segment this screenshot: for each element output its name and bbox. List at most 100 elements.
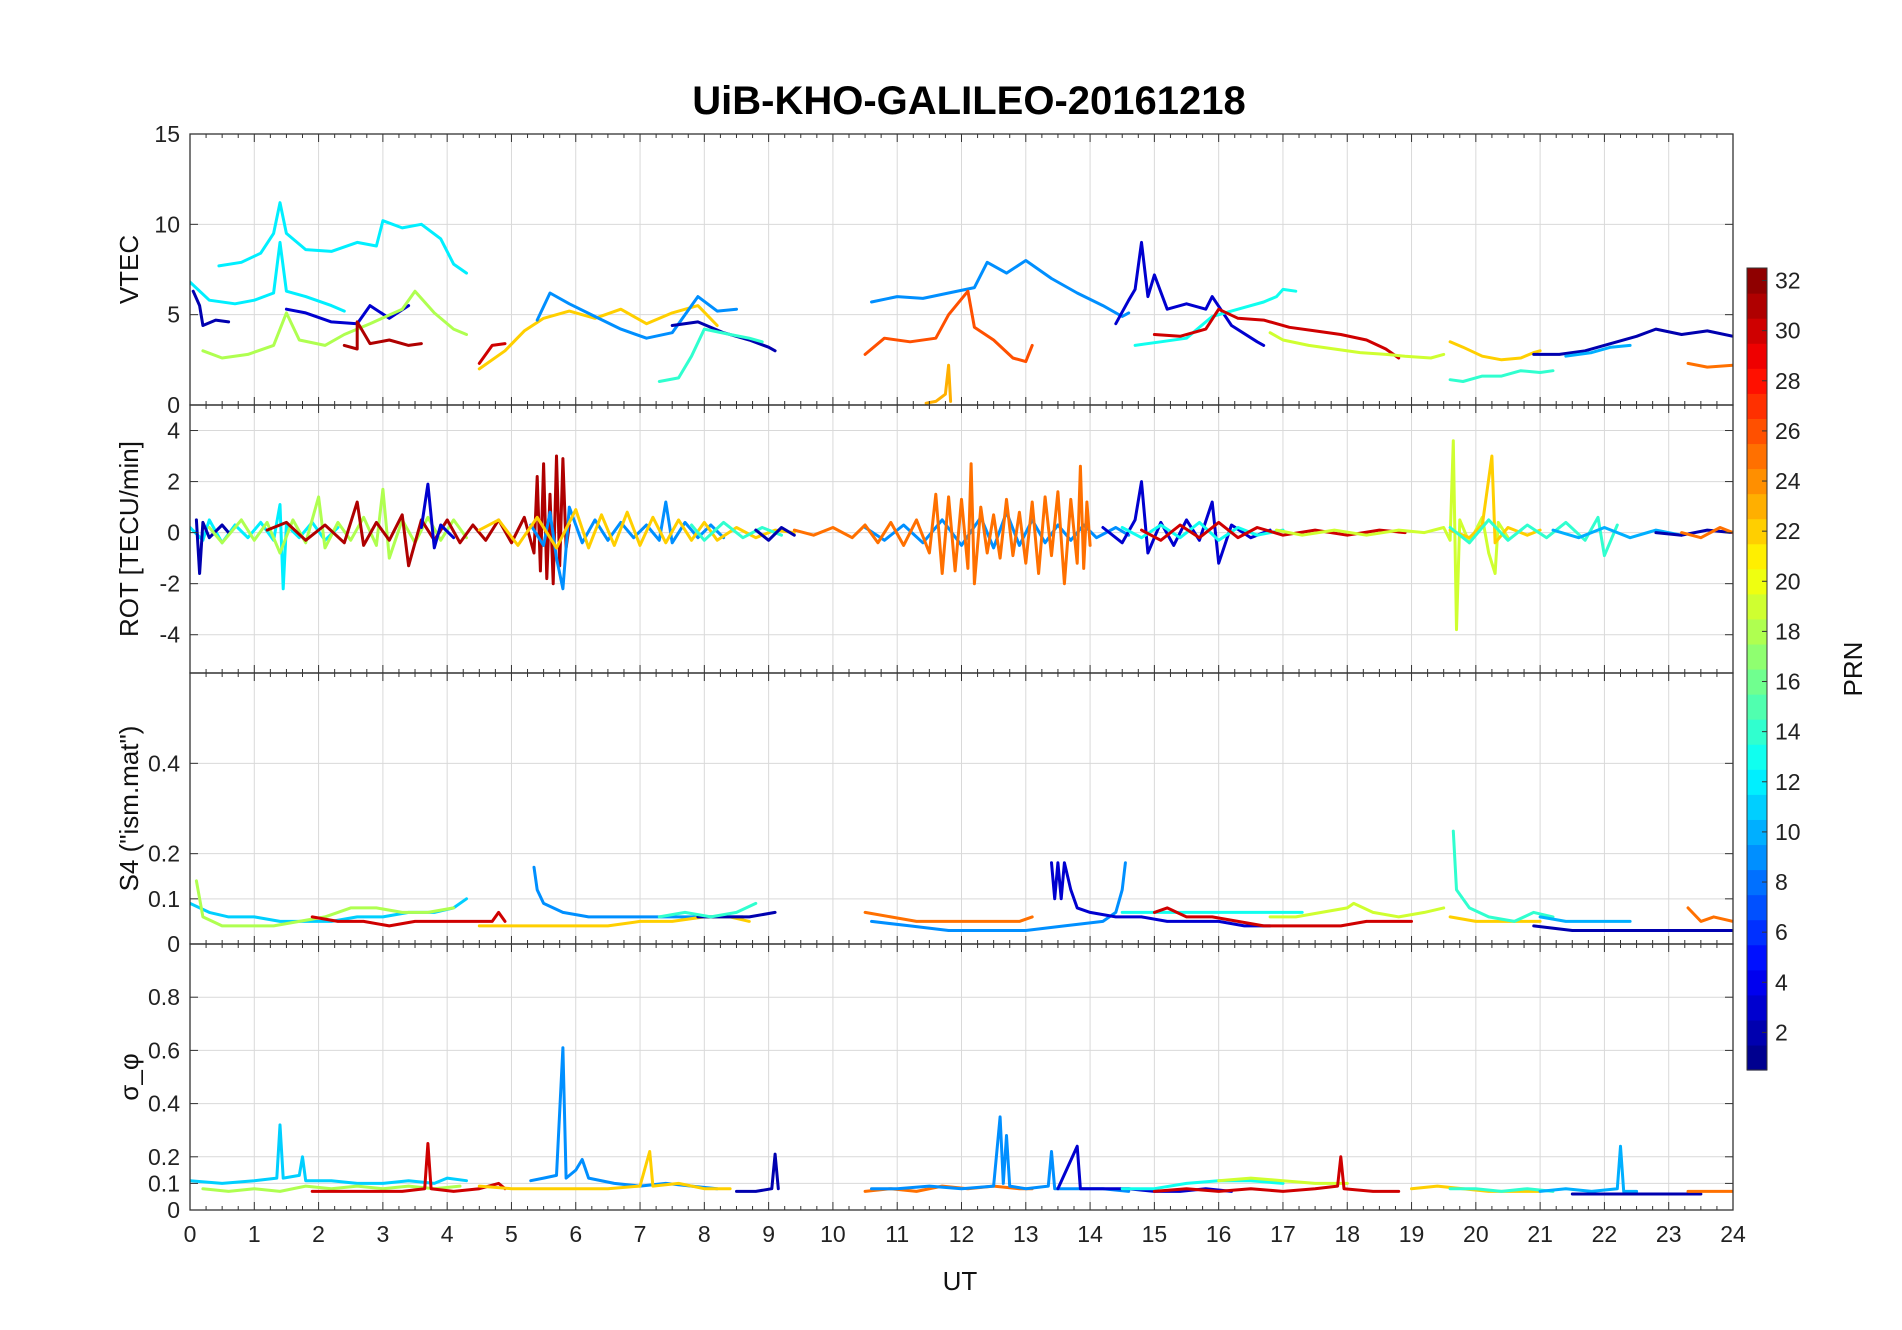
colorbar-tick-label: 20 bbox=[1775, 568, 1801, 594]
y-tick-label: 15 bbox=[154, 121, 180, 147]
series-line-prn-30-6 bbox=[477, 342, 507, 365]
series-line-prn-3-9 bbox=[1050, 861, 1272, 928]
x-tick-label: 22 bbox=[1592, 1221, 1618, 1247]
series-line-prn-2-16 bbox=[1532, 924, 1733, 932]
series-line-prn-18-1 bbox=[194, 879, 456, 928]
x-tick-label: 23 bbox=[1656, 1221, 1682, 1247]
y-tick-label: 4 bbox=[167, 418, 180, 444]
series-line-prn-2-18 bbox=[1654, 528, 1733, 537]
y-axis-label: VTEC bbox=[114, 235, 144, 304]
colorbar-segment-prn-29 bbox=[1747, 343, 1767, 369]
series-line-prn-22-7 bbox=[477, 304, 719, 371]
colorbar-tick-label: 16 bbox=[1775, 669, 1801, 695]
series-line-prn-14-13 bbox=[1448, 1187, 1555, 1193]
colorbar-segment-prn-9 bbox=[1747, 844, 1767, 871]
series-line-prn-22-13 bbox=[1448, 915, 1542, 923]
x-tick-label: 8 bbox=[698, 1221, 711, 1247]
colorbar-segment-prn-32 bbox=[1747, 268, 1767, 294]
colorbar-tick-label: 26 bbox=[1775, 418, 1801, 444]
colorbar-segment-prn-28 bbox=[1747, 368, 1767, 394]
colorbar-segment-prn-30 bbox=[1747, 318, 1767, 344]
series-line-prn-18-1 bbox=[201, 1184, 462, 1193]
x-tick-label: 9 bbox=[762, 1221, 775, 1247]
series-line-prn-9-8 bbox=[870, 861, 1127, 932]
x-tick-label: 19 bbox=[1399, 1221, 1425, 1247]
series-line-prn-2-8 bbox=[754, 526, 796, 542]
colorbar-tick-label: 28 bbox=[1775, 368, 1801, 394]
series-line-prn-9-3 bbox=[532, 865, 745, 919]
series-line-prn-14-19 bbox=[1448, 369, 1555, 383]
y-tick-label: 0.4 bbox=[148, 1091, 180, 1117]
series-line-prn-14-6 bbox=[657, 901, 758, 919]
series-group bbox=[190, 829, 1733, 932]
series-line-prn-25-17 bbox=[1686, 906, 1733, 923]
series-group bbox=[190, 439, 1733, 632]
colorbar-label: PRN bbox=[1838, 642, 1868, 697]
series-line-prn-22-18 bbox=[1448, 340, 1542, 362]
series-line-prn-30-16 bbox=[1152, 307, 1401, 360]
colorbar-tick-label: 8 bbox=[1775, 869, 1788, 895]
colorbar-segment-prn-16 bbox=[1747, 669, 1767, 695]
series-line-prn-22-6 bbox=[477, 508, 796, 550]
y-tick-label: 0.8 bbox=[148, 984, 180, 1010]
y-tick-label: 10 bbox=[154, 211, 180, 237]
colorbar-segment-prn-19 bbox=[1747, 593, 1767, 620]
x-tick-label: 21 bbox=[1527, 1221, 1553, 1247]
x-tick-label: 12 bbox=[949, 1221, 975, 1247]
series-line-prn-9-5 bbox=[529, 500, 726, 591]
y-axis-label: S4 ("ism.mat") bbox=[114, 726, 144, 892]
series-line-prn-23-13 bbox=[924, 363, 953, 405]
colorbar-tick-label: 32 bbox=[1775, 268, 1801, 294]
y-tick-label: 0.4 bbox=[148, 750, 180, 776]
series-line-prn-14-10 bbox=[657, 327, 764, 383]
colorbar-segment-prn-26 bbox=[1747, 418, 1767, 445]
colorbar-frame bbox=[1746, 267, 1768, 1071]
series-line-prn-13-15 bbox=[1133, 287, 1298, 347]
colorbar-tick-label: 14 bbox=[1775, 719, 1801, 745]
colorbar-segment-prn-18 bbox=[1747, 618, 1767, 645]
x-tick-label: 18 bbox=[1334, 1221, 1360, 1247]
x-tick-label: 10 bbox=[820, 1221, 846, 1247]
colorbar-segment-prn-3 bbox=[1747, 994, 1767, 1021]
colorbar-segment-prn-25 bbox=[1747, 443, 1767, 470]
y-tick-label: 0 bbox=[167, 1197, 180, 1223]
series-line-prn-14-14 bbox=[1451, 829, 1555, 923]
x-tick-label: 4 bbox=[441, 1221, 454, 1247]
series-line-prn-2-9 bbox=[670, 320, 777, 353]
colorbar-segment-prn-6 bbox=[1747, 919, 1767, 946]
colorbar-segment-prn-27 bbox=[1747, 393, 1767, 419]
series-line-prn-9-3 bbox=[529, 1046, 719, 1191]
colorbar-segment-prn-15 bbox=[1747, 694, 1767, 720]
series-line-prn-14-16 bbox=[1448, 515, 1619, 558]
series-line-prn-11-0 bbox=[190, 1123, 468, 1185]
series-line-prn-30-2 bbox=[310, 1142, 507, 1193]
colorbar-segment-prn-22 bbox=[1747, 518, 1767, 545]
colorbar-tick-label: 18 bbox=[1775, 618, 1801, 644]
series-line-prn-26-12 bbox=[863, 289, 1034, 364]
series-line-prn-12-1 bbox=[190, 240, 346, 313]
series-line-prn-19-10 bbox=[1217, 1176, 1349, 1185]
series-line-prn-25-10 bbox=[792, 462, 1092, 586]
series-line-prn-25-19 bbox=[1680, 526, 1733, 540]
series-line-prn-3-14 bbox=[1114, 240, 1266, 347]
x-tick-label: 24 bbox=[1720, 1221, 1746, 1247]
series-line-prn-12-0 bbox=[190, 503, 340, 591]
x-axis-label: UT bbox=[943, 1266, 978, 1296]
series-group bbox=[190, 1046, 1733, 1196]
series-line-prn-18-4 bbox=[201, 289, 468, 360]
series-line-prn-19-12 bbox=[1268, 901, 1446, 919]
series-line-prn-25-22 bbox=[1686, 361, 1733, 369]
colorbar-tick-label: 12 bbox=[1775, 769, 1801, 795]
series-line-prn-3-8 bbox=[1056, 1144, 1233, 1193]
x-tick-label: 13 bbox=[1013, 1221, 1039, 1247]
series-line-prn-9-11 bbox=[870, 259, 1131, 318]
series-line-prn-2-5 bbox=[735, 1152, 780, 1193]
series-line-prn-22-4 bbox=[477, 1150, 732, 1191]
series-line-prn-30-11 bbox=[1152, 906, 1413, 928]
colorbar-segment-prn-20 bbox=[1747, 568, 1767, 595]
series-group bbox=[190, 201, 1733, 405]
series-line-prn-2-20 bbox=[1532, 327, 1733, 356]
